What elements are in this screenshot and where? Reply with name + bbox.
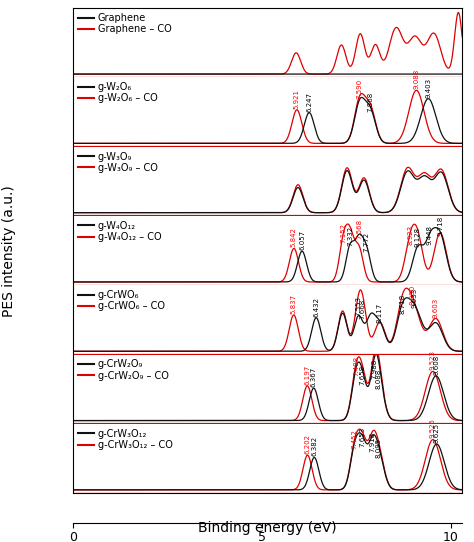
Text: 9.033: 9.033 [411, 288, 417, 308]
Text: 5.921: 5.921 [294, 89, 300, 109]
Text: 9.128: 9.128 [415, 227, 421, 247]
Text: 6.057: 6.057 [299, 230, 305, 250]
Text: 7.553: 7.553 [356, 295, 362, 315]
Text: 8.117: 8.117 [377, 303, 383, 324]
Text: Binding energy (eV): Binding energy (eV) [199, 521, 337, 535]
Text: 6.432: 6.432 [313, 296, 319, 317]
Text: 7.668: 7.668 [360, 299, 366, 319]
Text: 9.608: 9.608 [433, 354, 439, 375]
Text: 5.837: 5.837 [291, 294, 297, 314]
Text: 7.488: 7.488 [353, 356, 359, 376]
Legend: g-W₄O₁₂, g-W₄O₁₂ – CO: g-W₄O₁₂, g-W₄O₁₂ – CO [75, 218, 164, 245]
Text: 5.842: 5.842 [291, 228, 297, 247]
Text: 6.202: 6.202 [304, 434, 310, 454]
Text: 8.923: 8.923 [407, 224, 413, 244]
Text: PES intensity (a.u.): PES intensity (a.u.) [2, 185, 17, 317]
Text: 7.988: 7.988 [372, 359, 378, 379]
Text: 6.382: 6.382 [311, 436, 317, 456]
Text: 6.367: 6.367 [311, 367, 317, 387]
Text: 7.658: 7.658 [359, 365, 365, 385]
Text: 7.772: 7.772 [364, 231, 370, 252]
Legend: g-CrW₂O₉, g-CrW₂O₉ – CO: g-CrW₂O₉, g-CrW₂O₉ – CO [75, 357, 172, 384]
Legend: g-CrW₃O₁₂, g-CrW₃O₁₂ – CO: g-CrW₃O₁₂, g-CrW₃O₁₂ – CO [75, 426, 175, 453]
Text: 7.590: 7.590 [357, 79, 363, 99]
Text: 6.247: 6.247 [306, 92, 312, 112]
Text: 8.990: 8.990 [410, 285, 416, 306]
Text: 7.332: 7.332 [347, 226, 353, 246]
Text: 9.625: 9.625 [434, 423, 440, 443]
Text: 9.448: 9.448 [427, 224, 433, 244]
Text: 6.197: 6.197 [304, 365, 310, 385]
Text: 7.568: 7.568 [356, 219, 362, 239]
Text: 7.868: 7.868 [367, 91, 374, 112]
Text: 7.452: 7.452 [352, 429, 358, 449]
Text: 7.152: 7.152 [340, 223, 346, 243]
Legend: g-W₃O₉, g-W₃O₉ – CO: g-W₃O₉, g-W₃O₉ – CO [75, 149, 161, 176]
Text: 8.718: 8.718 [400, 294, 405, 314]
Text: 7.653: 7.653 [359, 427, 365, 447]
Text: 9.525: 9.525 [430, 418, 436, 438]
Text: 7.918: 7.918 [369, 432, 375, 453]
Legend: Graphene, Graphene – CO: Graphene, Graphene – CO [75, 10, 174, 37]
Text: 8.095: 8.095 [376, 438, 382, 458]
Text: 9.403: 9.403 [425, 78, 431, 98]
Text: 9.718: 9.718 [437, 216, 443, 236]
Text: 9.523: 9.523 [430, 350, 436, 370]
Legend: g-W₂O₆, g-W₂O₆ – CO: g-W₂O₆, g-W₂O₆ – CO [75, 79, 160, 106]
Legend: g-CrWO₆, g-CrWO₆ – CO: g-CrWO₆, g-CrWO₆ – CO [75, 287, 168, 314]
Text: 9.603: 9.603 [433, 298, 439, 318]
Text: 9.088: 9.088 [413, 69, 419, 89]
Text: 8.088: 8.088 [376, 369, 382, 389]
